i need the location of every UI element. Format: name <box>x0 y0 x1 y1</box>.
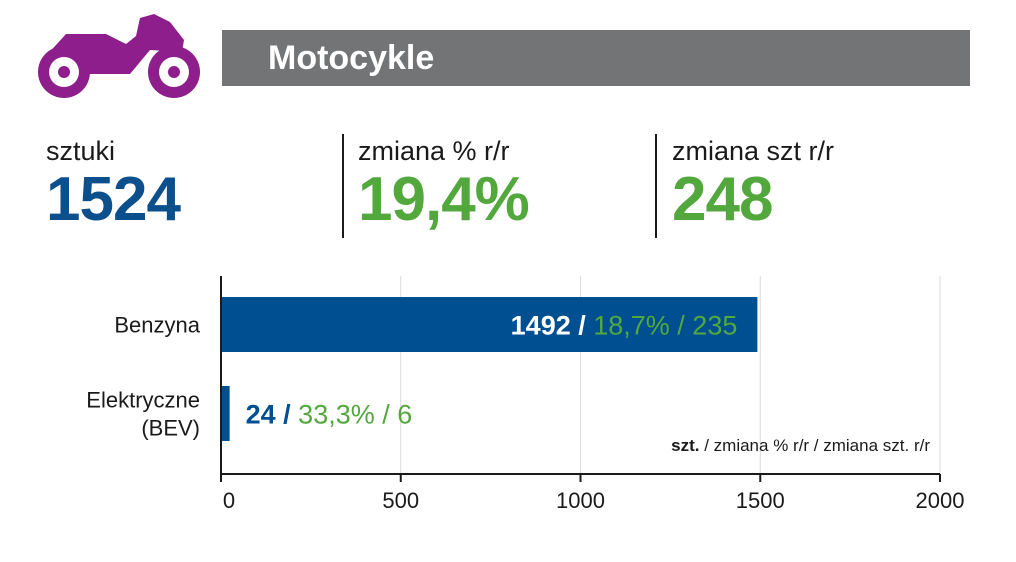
x-tick-label: 1500 <box>736 488 785 513</box>
bar <box>221 297 758 352</box>
motorcycle-icon <box>38 14 200 98</box>
category-label: Benzyna <box>114 313 200 338</box>
x-tick-label: 2000 <box>916 488 965 513</box>
stat-divider <box>342 134 344 238</box>
stat-units: sztuki 1524 <box>46 134 326 238</box>
stat-change-percent-value: 19,4% <box>358 165 530 234</box>
data-label: 1492 / 18,7% / 235 <box>511 311 738 341</box>
x-tick-label: 0 <box>223 488 235 513</box>
stat-units-value: 1524 <box>46 165 181 234</box>
stat-divider <box>655 134 657 238</box>
x-tick-label: 1000 <box>556 488 605 513</box>
stat-change-percent: zmiana % r/r 19,4% <box>358 134 638 238</box>
stat-units-label: sztuki <box>46 136 116 166</box>
stat-change-percent-label: zmiana % r/r <box>358 136 510 166</box>
category-label: (BEV) <box>141 416 200 441</box>
legend-note: szt. / zmiana % r/r / zmiana szt. r/r <box>671 436 930 455</box>
bar <box>221 386 230 441</box>
stat-change-units-label: zmiana szt r/r <box>672 136 835 166</box>
page-title: Motocykle <box>222 30 970 86</box>
category-label: Elektryczne <box>86 388 200 413</box>
x-tick-label: 500 <box>382 488 419 513</box>
stat-change-units: zmiana szt r/r 248 <box>672 134 962 238</box>
stat-change-units-value: 248 <box>672 165 773 234</box>
data-label: 24 / 33,3% / 6 <box>246 400 413 430</box>
